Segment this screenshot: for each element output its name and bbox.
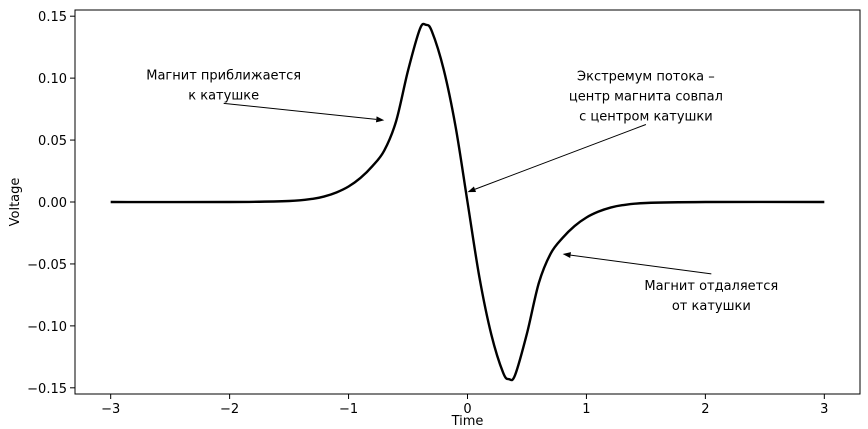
y-tick-label: 0.00 bbox=[38, 196, 67, 211]
annotation-text: Магнит приближается bbox=[146, 68, 301, 83]
annotation-1: Экстремум потока – центр магнита совпал с … bbox=[467, 69, 723, 193]
x-tick-label: 0 bbox=[463, 402, 471, 417]
annotation-arrow-shaft bbox=[474, 124, 647, 190]
annotation-0: Магнит приближается к катушке bbox=[146, 68, 385, 123]
x-tick-label: 1 bbox=[582, 402, 590, 417]
annotation-text: с центром катушки bbox=[579, 109, 713, 124]
x-axis-ticks: −3 −2 −1 0 1 2 3 bbox=[101, 394, 828, 417]
y-tick-label: −0.15 bbox=[27, 382, 67, 397]
annotations: Магнит приближается к катушке Экстремум по… bbox=[146, 68, 778, 314]
annotation-text: центр магнита совпал bbox=[569, 89, 723, 104]
annotation-2: Магнит отдаляется от катушки bbox=[562, 252, 778, 314]
y-tick-label: −0.05 bbox=[27, 258, 67, 273]
annotation-arrow-head bbox=[467, 186, 477, 193]
y-axis-ticks: −0.15 −0.10 −0.05 0.00 0.05 0.10 0.15 bbox=[27, 10, 75, 397]
y-tick-label: 0.10 bbox=[38, 72, 67, 87]
y-tick-label: 0.05 bbox=[38, 134, 67, 149]
x-tick-label: −1 bbox=[339, 402, 358, 417]
x-tick-label: 2 bbox=[701, 402, 709, 417]
annotation-arrow-shaft bbox=[570, 254, 712, 275]
annotation-arrow-head bbox=[562, 252, 571, 259]
annotation-arrow-shaft bbox=[223, 102, 377, 120]
series-line-voltage bbox=[110, 22, 825, 382]
annotation-text: к катушке bbox=[188, 88, 259, 103]
x-tick-label: 3 bbox=[820, 402, 828, 417]
annotation-text: Экстремум потока – bbox=[577, 69, 715, 84]
x-tick-label: −2 bbox=[220, 402, 239, 417]
annotation-text: от катушки bbox=[672, 299, 751, 314]
y-tick-label: 0.15 bbox=[38, 10, 67, 25]
y-axis-label: Voltage bbox=[8, 178, 23, 227]
x-axis-label: Time bbox=[451, 414, 484, 429]
annotation-arrow-head bbox=[375, 116, 385, 123]
y-tick-label: −0.10 bbox=[27, 320, 67, 335]
x-tick-label: −3 bbox=[101, 402, 120, 417]
annotation-text: Магнит отдаляется bbox=[644, 279, 778, 294]
